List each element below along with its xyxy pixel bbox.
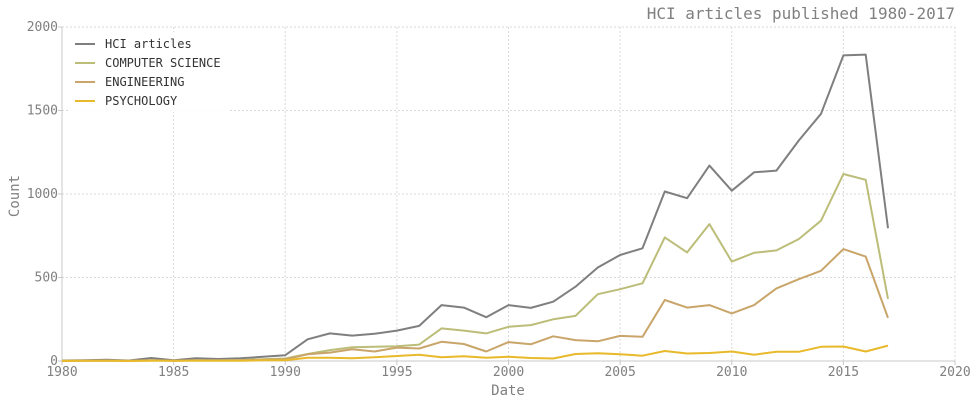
- x-tick-label: 1985: [158, 365, 189, 380]
- series-line-hci-articles: [61, 53, 889, 362]
- legend: HCI articles COMPUTER SCIENCE ENGINEERING P…: [68, 32, 230, 112]
- y-axis-label: Count: [7, 175, 23, 217]
- legend-label: HCI articles: [105, 37, 192, 51]
- x-tick-label: 2010: [716, 365, 747, 380]
- x-tick-label: 2015: [828, 365, 859, 380]
- x-axis-label: Date: [491, 383, 525, 399]
- x-tick-label: 2005: [604, 365, 635, 380]
- tick-labels: 1980 1985 1990 1995 2000 2005 2010 2015 2020 0 500…: [27, 20, 971, 380]
- series-line-computer-science: [61, 173, 889, 362]
- x-tick-label: 2020: [939, 365, 970, 380]
- x-tick-label: 1995: [381, 365, 412, 380]
- y-tick-label: 1500: [27, 104, 58, 119]
- x-tick-label: 2000: [493, 365, 524, 380]
- chart-title: HCI articles published 1980-2017: [647, 4, 955, 23]
- y-tick-label: 0: [50, 354, 58, 369]
- x-tick-label: 1980: [46, 365, 77, 380]
- legend-label: COMPUTER SCIENCE: [105, 56, 221, 70]
- series-line-psychology: [61, 344, 889, 362]
- x-tick-label: 1990: [270, 365, 301, 380]
- y-tick-label: 2000: [27, 20, 58, 35]
- y-tick-label: 500: [35, 271, 58, 286]
- legend-label: PSYCHOLOGY: [105, 94, 178, 108]
- series-lines: [61, 53, 889, 362]
- legend-label: ENGINEERING: [105, 75, 184, 89]
- series-line-engineering: [62, 248, 889, 362]
- y-tick-label: 1000: [27, 187, 58, 202]
- legend-background: [68, 32, 230, 112]
